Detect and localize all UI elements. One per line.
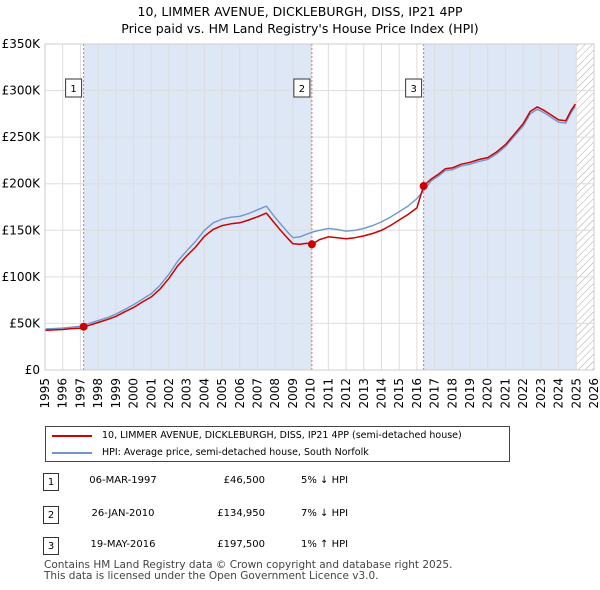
hpi-line [44,106,576,330]
sale-label: 1 [70,84,76,95]
chart-title: 10, LIMMER AVENUE, DICKLEBURGH, DISS, IP… [138,4,463,19]
sale-label-box [293,78,311,98]
x-tick-label: 2000 [127,378,141,409]
x-tick-label: 2014 [374,378,388,409]
sale-label: 2 [299,84,305,95]
x-tick-label: 1998 [91,378,105,409]
x-tick-label: 2020 [481,378,495,409]
transaction-hpi: 7% ↓ HPI [301,508,349,519]
x-tick-label: 2017 [428,378,442,409]
chart-subtitle: Price paid vs. HM Land Registry's House … [121,21,478,36]
x-tick-label: 2024 [552,378,566,409]
x-tick-label: 2026 [587,378,600,409]
transaction-badge: 2 [43,506,59,524]
x-tick-label: 2007 [251,378,265,409]
transaction-badge: 1 [43,473,59,491]
x-tick-label: 2018 [445,378,459,409]
x-tick-label: 2004 [197,378,211,409]
sale-label-box [65,78,83,98]
x-tick-label: 2021 [498,378,512,409]
y-tick-label: £200K [2,177,42,191]
x-tick-label: 2023 [534,378,548,409]
x-tick-label: 1997 [73,378,87,409]
sale-point [79,322,88,331]
chart-legend: 10, LIMMER AVENUE, DICKLEBURGH, DISS, IP… [45,426,510,462]
plot-frame [44,43,595,371]
legend-label-property: 10, LIMMER AVENUE, DICKLEBURGH, DISS, IP… [102,430,462,441]
x-tick-label: 2008 [268,378,282,409]
y-tick-label: £100K [2,270,42,284]
transaction-date: 19-MAY-2016 [90,539,156,550]
y-tick-label: £50K [9,316,41,330]
x-tick-label: 2016 [410,378,424,409]
y-tick-label: £0 [25,363,40,377]
footer-line-2: This data is licensed under the Open Gov… [44,570,379,582]
x-tick-label: 2019 [463,378,477,409]
x-tick-label: 1995 [38,378,52,409]
x-tick-label: 2025 [569,378,583,409]
sale-point [419,182,428,191]
legend-item-hpi: HPI: Average price, semi-detached house,… [52,445,369,461]
x-tick-label: 2002 [162,378,176,409]
transaction-date: 26-JAN-2010 [91,508,155,519]
y-tick-label: £250K [2,130,42,144]
x-tick-label: 2005 [215,378,229,409]
transaction-price: £197,500 [217,539,265,550]
y-tick-label: £150K [2,223,42,237]
legend-swatch-hpi [52,451,92,454]
sale-point [307,240,316,249]
x-tick-label: 2010 [304,378,318,409]
transaction-hpi: 5% ↓ HPI [301,475,349,486]
x-tick-label: 1999 [109,378,123,409]
x-tick-label: 2022 [516,378,530,409]
x-tick-label: 2001 [144,378,158,409]
transaction-price: £134,950 [217,508,265,519]
y-tick-label: £300K [2,84,42,98]
x-tick-label: 2012 [339,378,353,409]
x-tick-label: 2011 [321,378,335,409]
future-hatch-region [576,44,594,370]
legend-swatch-property [52,434,92,437]
legend-item-property: 10, LIMMER AVENUE, DICKLEBURGH, DISS, IP… [52,428,462,444]
footer-line-1: Contains HM Land Registry data © Crown c… [44,559,453,571]
shaded-period [83,44,312,370]
sale-label: 3 [410,84,416,95]
transaction-date: 06-MAR-1997 [89,475,157,486]
y-tick-label: £350K [2,37,42,51]
x-tick-label: 2013 [357,378,371,409]
legend-label-hpi: HPI: Average price, semi-detached house,… [102,447,369,458]
transaction-price: £46,500 [223,475,265,486]
x-tick-label: 2015 [392,378,406,409]
x-tick-label: 2003 [180,378,194,409]
transaction-badge: 3 [43,537,59,555]
shaded-period [423,44,577,370]
x-tick-label: 2009 [286,378,300,409]
x-tick-label: 1996 [56,378,70,409]
footer: Contains HM Land Registry data © Crown c… [44,560,452,582]
sale-label-box [405,78,423,98]
price-chart: 10, LIMMER AVENUE, DICKLEBURGH, DISS, IP… [2,4,600,409]
transaction-hpi: 1% ↑ HPI [301,539,349,550]
x-tick-label: 2006 [233,378,247,409]
